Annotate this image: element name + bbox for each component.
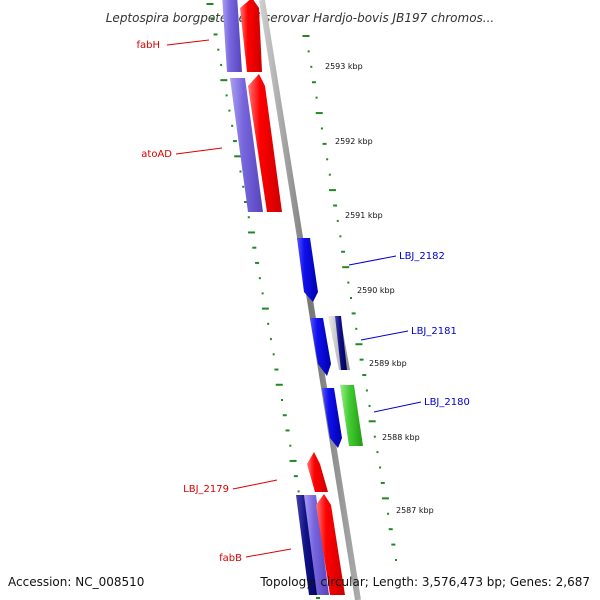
leader-line-lbj-2179 — [232, 479, 278, 490]
tick-label-2593: 2593 kbp — [325, 62, 363, 71]
cog-feature-lbj-2181-navy — [335, 316, 347, 370]
gene-label-fabh[interactable]: fabH — [136, 40, 160, 51]
leader-line-atoad — [175, 147, 223, 155]
gene-label-lbj-2179[interactable]: LBJ_2179 — [183, 484, 229, 495]
gene-fabh-arrow — [240, 0, 262, 72]
tick-label-2589: 2589 kbp — [369, 359, 407, 368]
leader-line-fabh — [166, 39, 210, 46]
leader-line-lbj-2180 — [373, 401, 422, 413]
gene-lbj-2182-arrow — [297, 238, 318, 302]
gc-skew-outer-track — [302, 35, 397, 561]
cog-feature-lbj-2180 — [340, 385, 363, 446]
leader-line-lbj-2181 — [360, 330, 409, 341]
accession-text: Accession: NC_008510 — [8, 575, 144, 589]
gene-fabb-arrow — [316, 494, 345, 595]
cog-feature-fabh — [222, 0, 242, 72]
gene-atoad-arrow — [248, 74, 282, 212]
genome-summary-text: Topology: circular; Length: 3,576,473 bp… — [259, 575, 590, 589]
tick-label-2590: 2590 kbp — [357, 286, 395, 295]
map-title: Leptospira borgpetersenii serovar Hardjo… — [106, 11, 495, 25]
leader-line-fabb — [245, 548, 292, 558]
leader-line-lbj-2182 — [348, 255, 397, 266]
cog-feature-atoad — [230, 78, 263, 212]
tick-label-2587: 2587 kbp — [396, 506, 434, 515]
gene-lbj-2179-arrow — [307, 452, 328, 492]
tick-label-2591: 2591 kbp — [345, 211, 383, 220]
gene-label-lbj-2180[interactable]: LBJ_2180 — [424, 397, 470, 408]
gene-label-atoad[interactable]: atoAD — [141, 149, 172, 160]
gene-lbj-2181-arrow — [310, 318, 331, 376]
gene-lbj-2180-arrow — [322, 388, 342, 448]
gene-label-fabb[interactable]: fabB — [219, 553, 242, 564]
tick-label-2588: 2588 kbp — [382, 433, 420, 442]
tick-label-2592: 2592 kbp — [335, 137, 373, 146]
chromosome-backbone — [259, 0, 361, 600]
cog-feature-fabb-purple — [304, 495, 329, 595]
gene-label-lbj-2182[interactable]: LBJ_2182 — [399, 251, 445, 262]
gene-label-lbj-2181[interactable]: LBJ_2181 — [411, 326, 457, 337]
